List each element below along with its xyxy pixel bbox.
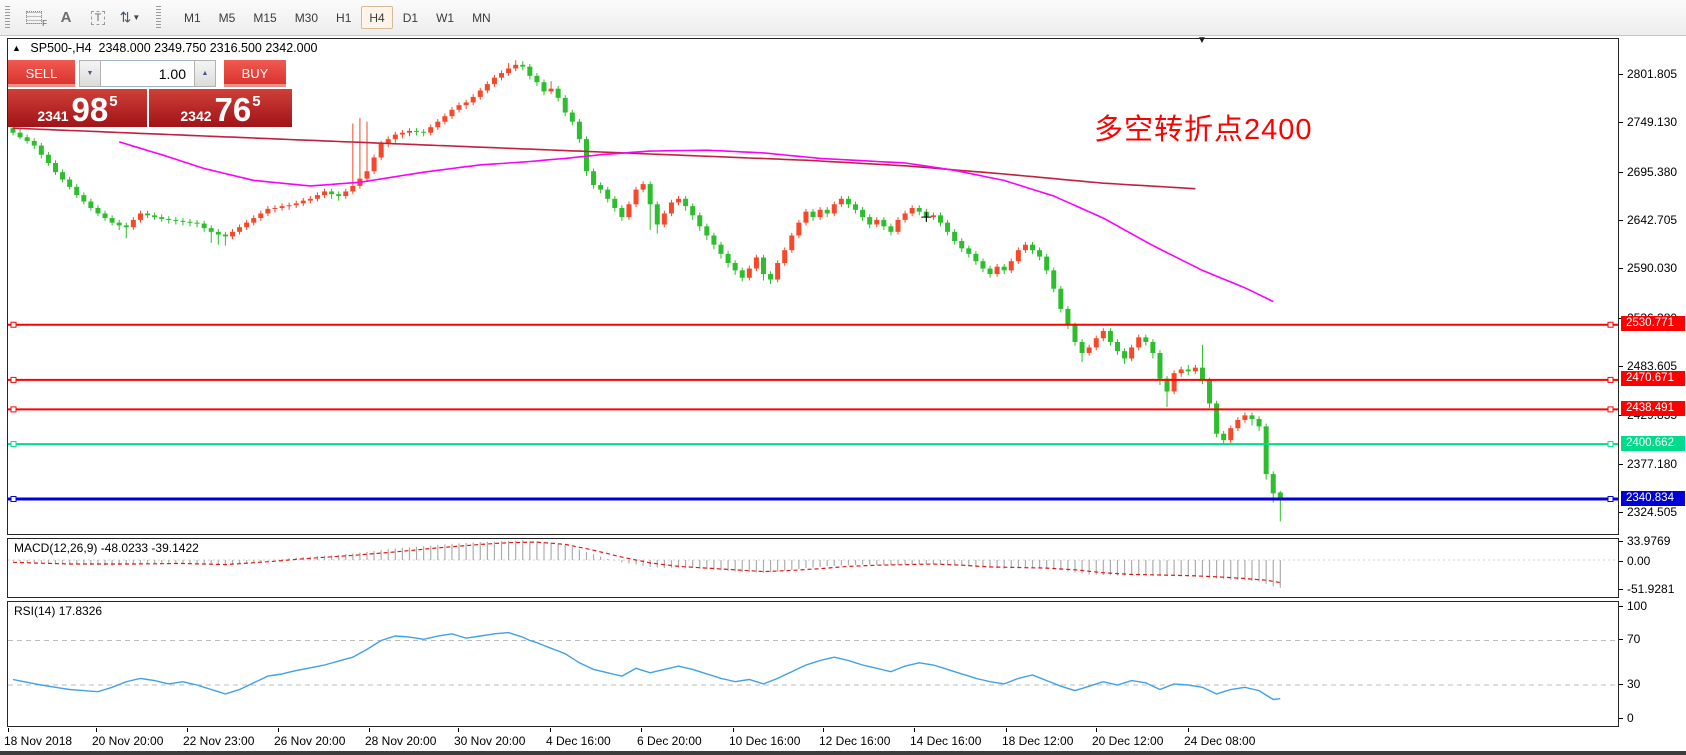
window-bottom-edge: [0, 751, 1686, 755]
crosshair-marker: [921, 212, 932, 223]
price-tick-2801.805: 2801.805: [1619, 67, 1677, 82]
buy-price-panel[interactable]: 2342 76 5: [149, 89, 292, 127]
top-toolbar: F A T ⇅ ▼ M1 M5 M15 M30 H1 H4 D1 W1 MN: [0, 0, 1686, 36]
ma-fast-line: [118, 141, 1274, 303]
sell-button[interactable]: SELL: [8, 60, 75, 87]
price-tick-2483.605: 2483.605: [1619, 359, 1677, 374]
grid-f-icon[interactable]: F: [21, 5, 47, 31]
price-tick-2749.130: 2749.130: [1619, 115, 1677, 130]
price-axis[interactable]: 2801.805 2749.130 2695.380 2642.705 2590.030…: [1619, 38, 1686, 751]
buy-price-prefix: 2342: [180, 108, 212, 124]
candles-layer: [10, 60, 1283, 522]
price-tick-2695.380: 2695.380: [1619, 165, 1677, 180]
chevron-down-icon: ▼: [132, 13, 141, 22]
macd-axis-zero: 0.00: [1619, 554, 1650, 569]
time-axis[interactable]: 18 Nov 2018 20 Nov 20:00 22 Nov 23:00 26 No…: [4, 728, 1619, 751]
price-badge-2438.491: 2438.491: [1621, 400, 1685, 416]
chart-shift-marker-icon[interactable]: ▼: [1197, 35, 1207, 46]
buy-price-big: 76: [214, 91, 252, 128]
rsi-canvas: [8, 631, 1618, 701]
rsi-line: [12, 631, 1281, 701]
horizontal-lines-layer[interactable]: [8, 321, 1618, 503]
chart-text-annotation[interactable]: 多空转折点2400: [1094, 114, 1313, 146]
caret-up-icon: ▲: [201, 70, 209, 77]
timeframe-button-m1[interactable]: M1: [184, 10, 201, 25]
toolbar-grip-2[interactable]: [156, 5, 161, 30]
price-badge-2470.671: 2470.671: [1621, 371, 1685, 387]
price-badge-2340.834: 2340.834: [1621, 490, 1685, 506]
timeframe-button-mn[interactable]: MN: [472, 10, 491, 25]
sell-price-panel[interactable]: 2341 98 5: [8, 89, 147, 127]
text-label-icon[interactable]: A: [60, 9, 72, 26]
toolbar-grip[interactable]: [5, 5, 10, 30]
caret-down-icon: ▼: [86, 70, 94, 77]
sell-price-big: 98: [71, 91, 109, 128]
timeframe-button-d1[interactable]: D1: [402, 10, 419, 25]
rsi-axis-0: 0: [1619, 711, 1634, 726]
volume-input[interactable]: [101, 60, 194, 87]
macd-panel[interactable]: MACD(12,26,9) -48.0233 -39.1422: [7, 538, 1619, 598]
timeframe-button-h4[interactable]: H4: [361, 6, 393, 29]
price-tick-2324.505: 2324.505: [1619, 505, 1677, 520]
volume-increase-button[interactable]: ▲: [194, 60, 216, 87]
arrow-tools-icon[interactable]: ⇅ ▼: [119, 9, 141, 25]
price-badge-2530.771: 2530.771: [1621, 316, 1685, 332]
price-chart-canvas: [8, 60, 1618, 522]
price-badge-2400.662: 2400.662: [1621, 435, 1685, 451]
price-tick-2642.705: 2642.705: [1619, 213, 1677, 228]
price-tick-2590.030: 2590.030: [1619, 261, 1677, 276]
buy-price-pips: 5: [252, 93, 261, 110]
macd-label: MACD(12,26,9) -48.0233 -39.1422: [14, 541, 199, 555]
sell-price-pips: 5: [109, 93, 118, 110]
macd-signal-line: [12, 541, 1281, 584]
sell-price-prefix: 2341: [37, 108, 69, 124]
timeframe-button-h1[interactable]: H1: [336, 10, 352, 25]
macd-axis-min: -51.9281: [1619, 582, 1674, 597]
timeframe-button-m5[interactable]: M5: [218, 10, 236, 25]
symbol-ohlc: 2348.000 2349.750 2316.500 2342.000: [98, 41, 318, 55]
macd-axis-max: 33.9769: [1619, 534, 1670, 549]
one-click-trade-widget: SELL ▼ ▲ BUY 2341 98 5 2342 76 5: [8, 60, 292, 127]
timeframe-button-m30[interactable]: M30: [294, 10, 319, 25]
text-box-icon[interactable]: T: [85, 5, 111, 31]
rsi-label: RSI(14) 17.8326: [14, 604, 103, 618]
timeframe-button-m15[interactable]: M15: [253, 10, 277, 25]
rsi-panel[interactable]: RSI(14) 17.8326: [7, 601, 1619, 727]
buy-button[interactable]: BUY: [224, 60, 286, 87]
ma-slow-line: [12, 127, 1196, 190]
symbol-header: ▲ SP500-,H4 2348.000 2349.750 2316.500 2…: [12, 41, 317, 55]
timeframe-toolbar: M1 M5 M15 M30 H1 H4 D1 W1 MN: [175, 6, 500, 29]
macd-canvas: [8, 540, 1618, 588]
rsi-axis-100: 100: [1619, 599, 1647, 614]
rsi-axis-30: 30: [1619, 677, 1640, 692]
rsi-axis-70: 70: [1619, 632, 1640, 647]
volume-decrease-button[interactable]: ▼: [79, 60, 101, 87]
collapse-triangle-icon[interactable]: ▲: [12, 43, 21, 53]
price-tick-2377.180: 2377.180: [1619, 457, 1677, 472]
timeframe-button-w1[interactable]: W1: [436, 10, 455, 25]
symbol-name: SP500-,H4: [30, 41, 92, 55]
